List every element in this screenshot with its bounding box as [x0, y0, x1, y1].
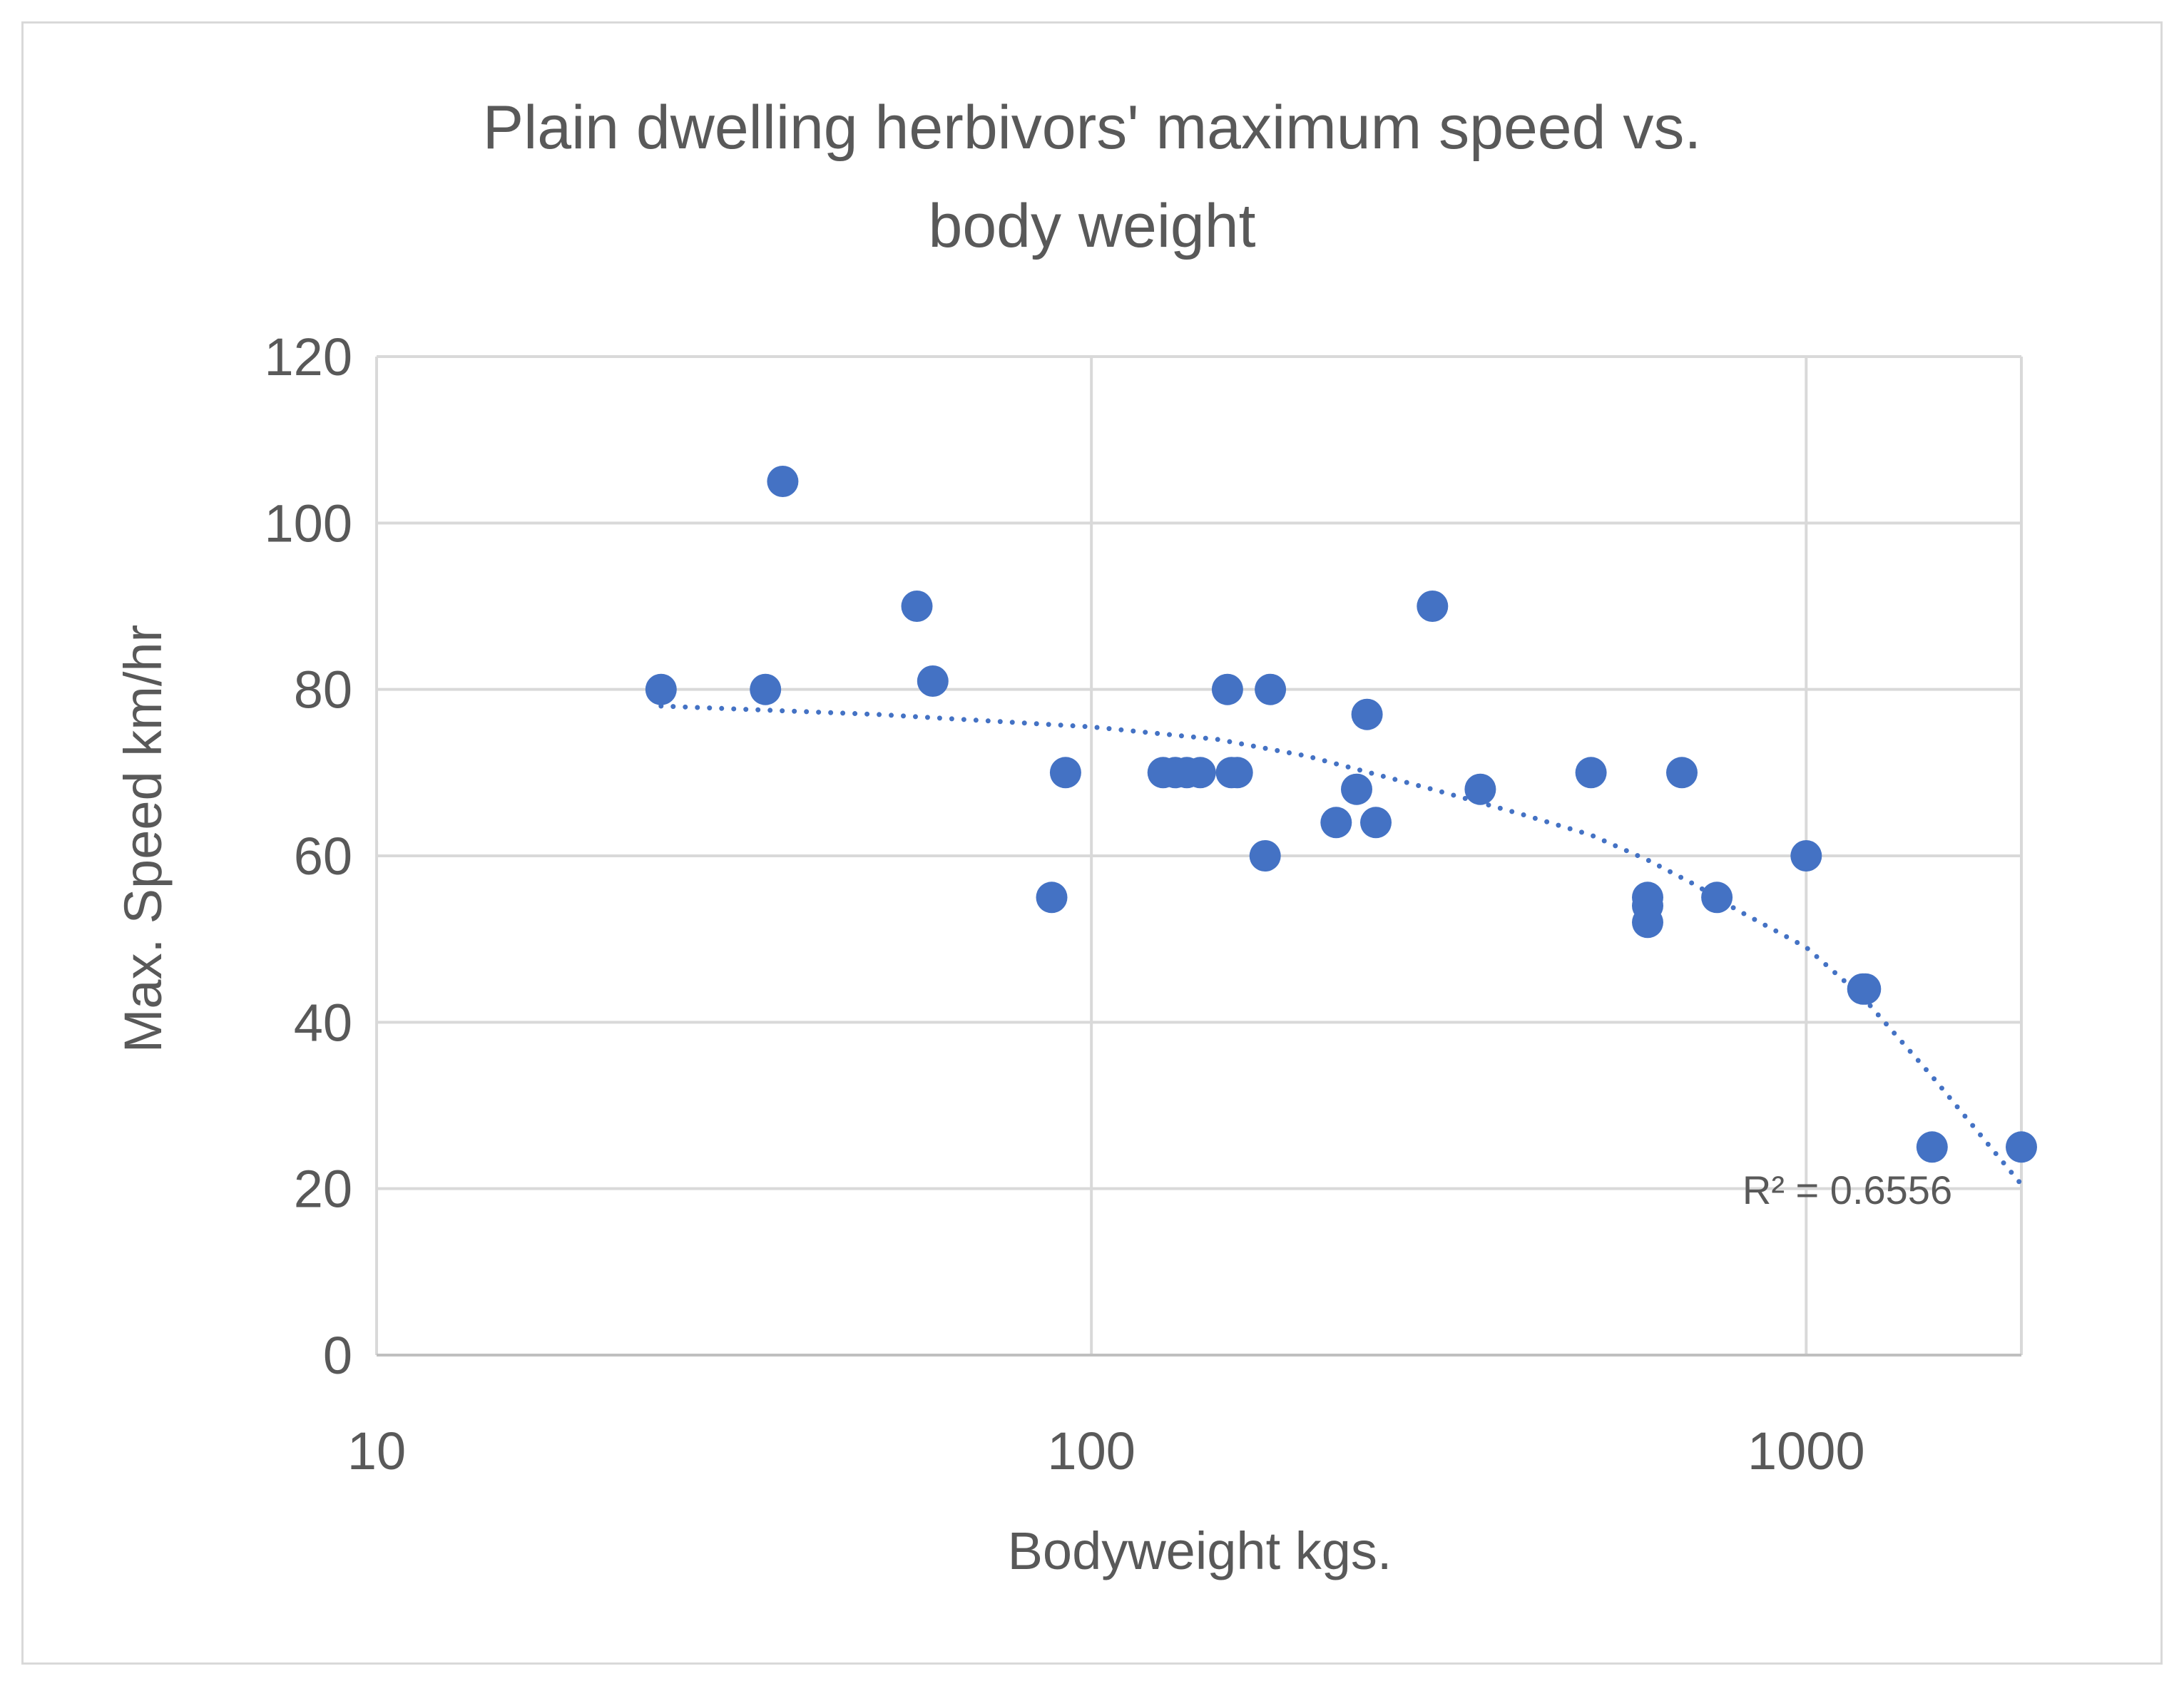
data-point: [1249, 840, 1281, 872]
y-tick-label: 40: [294, 993, 352, 1052]
data-point: [1849, 973, 1882, 1005]
data-point: [767, 466, 799, 497]
data-point: [1790, 840, 1822, 872]
data-point: [1464, 773, 1496, 805]
data-point: [1211, 673, 1243, 705]
x-tick-label: 1000: [1747, 1421, 1865, 1481]
data-point: [1036, 882, 1068, 914]
y-tick-label: 0: [323, 1326, 352, 1385]
data-point: [1320, 807, 1352, 839]
y-tick-label: 60: [294, 827, 352, 886]
y-tick-label: 100: [265, 494, 352, 553]
x-tick-label: 100: [1047, 1421, 1135, 1481]
data-point: [1221, 757, 1253, 789]
data-point: [1701, 882, 1733, 914]
data-point: [1049, 757, 1081, 789]
data-point: [2006, 1131, 2037, 1163]
data-point: [1255, 673, 1287, 705]
y-axis-title: Max. Speed km/hr: [113, 625, 173, 1053]
data-point: [1575, 757, 1607, 789]
chart-title-line-1: Plain dwelling herbivors' maximum speed …: [483, 93, 1701, 162]
data-point: [1417, 591, 1449, 622]
data-points: [645, 466, 2037, 1163]
y-tick-label: 80: [294, 660, 352, 720]
y-tick-label: 120: [265, 327, 352, 387]
data-point: [1341, 773, 1372, 805]
data-point: [917, 665, 949, 697]
data-point: [1184, 757, 1216, 789]
data-point: [1632, 906, 1663, 939]
y-tick-label: 20: [294, 1160, 352, 1219]
data-point: [1666, 757, 1698, 789]
x-axis-title: Bodyweight kgs.: [1008, 1521, 1392, 1580]
trendline-layer: [658, 703, 2024, 1187]
r-squared-label: R² = 0.6556: [1742, 1168, 1952, 1212]
data-point: [1360, 807, 1392, 839]
data-point: [645, 673, 677, 705]
trendline: [658, 703, 2024, 1187]
data-point: [1916, 1131, 1948, 1163]
data-point: [901, 591, 933, 622]
data-point: [750, 673, 782, 705]
x-tick-label: 10: [347, 1421, 406, 1481]
data-point: [1351, 698, 1383, 730]
chart-title-line-2: body weight: [929, 192, 1256, 260]
tick-labels: 0 20 40 60 80 100 120 10 100 1000: [265, 327, 1865, 1481]
